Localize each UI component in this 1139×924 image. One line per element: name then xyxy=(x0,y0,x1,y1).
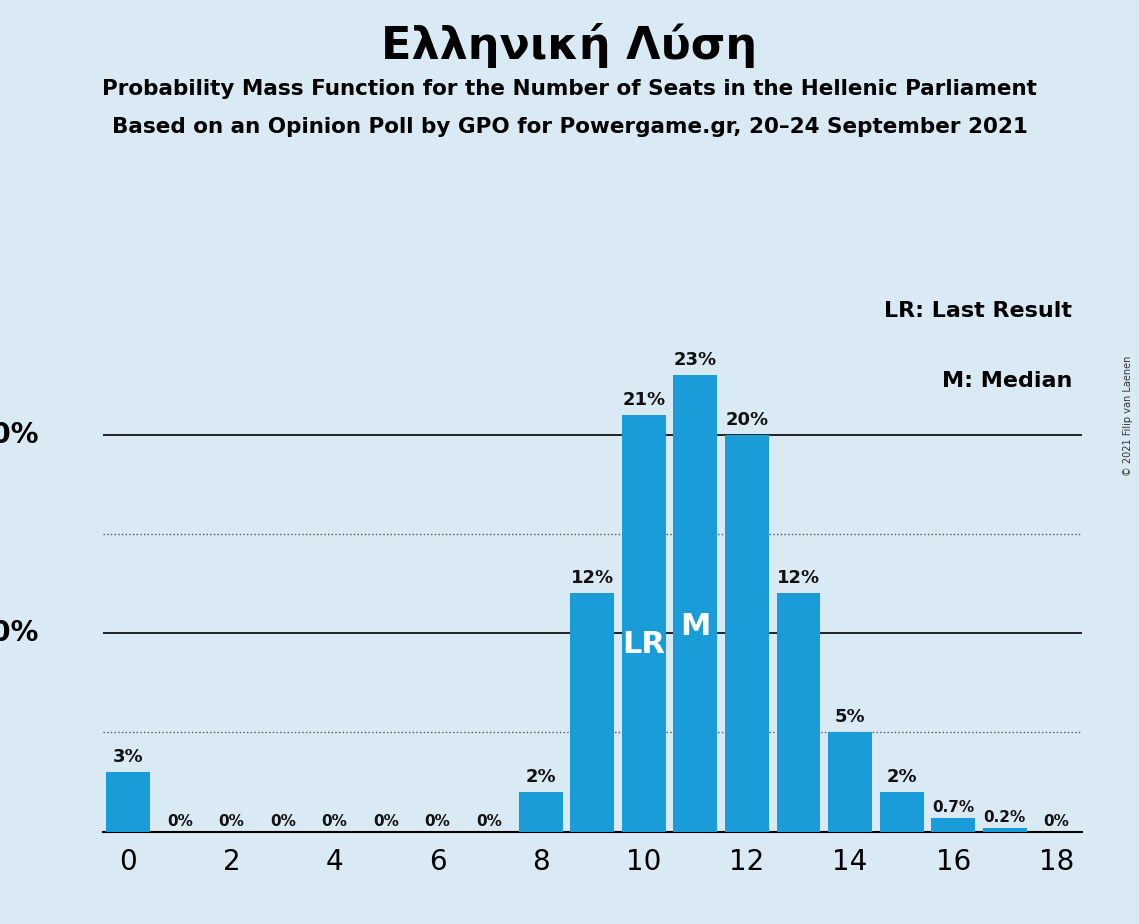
Text: 5%: 5% xyxy=(835,709,866,726)
Bar xyxy=(828,733,872,832)
Text: Probability Mass Function for the Number of Seats in the Hellenic Parliament: Probability Mass Function for the Number… xyxy=(103,79,1036,99)
Bar xyxy=(932,818,975,832)
Text: 10%: 10% xyxy=(0,619,39,647)
Text: 12%: 12% xyxy=(571,569,614,588)
Text: 2%: 2% xyxy=(886,768,917,786)
Text: 12%: 12% xyxy=(777,569,820,588)
Bar xyxy=(673,375,718,832)
Bar xyxy=(518,792,563,832)
Text: 20%: 20% xyxy=(726,410,769,429)
Text: 0.7%: 0.7% xyxy=(932,800,974,815)
Text: 21%: 21% xyxy=(622,391,665,408)
Text: 0%: 0% xyxy=(167,814,192,829)
Text: 3%: 3% xyxy=(113,748,144,766)
Bar xyxy=(777,593,820,832)
Text: 0%: 0% xyxy=(374,814,399,829)
Text: 0%: 0% xyxy=(425,814,451,829)
Text: Ελληνική Λύση: Ελληνική Λύση xyxy=(382,23,757,68)
Bar xyxy=(106,772,150,832)
Bar xyxy=(622,415,665,832)
Text: 0%: 0% xyxy=(219,814,245,829)
Text: © 2021 Filip van Laenen: © 2021 Filip van Laenen xyxy=(1123,356,1133,476)
Text: LR: LR xyxy=(622,629,665,659)
Bar xyxy=(983,828,1026,832)
Text: M: Median: M: Median xyxy=(942,371,1072,391)
Text: 23%: 23% xyxy=(674,351,716,369)
Text: 0.2%: 0.2% xyxy=(984,809,1026,824)
Text: 0%: 0% xyxy=(270,814,296,829)
Bar xyxy=(726,434,769,832)
Text: 0%: 0% xyxy=(321,814,347,829)
Bar xyxy=(571,593,614,832)
Text: 20%: 20% xyxy=(0,420,39,449)
Bar xyxy=(879,792,924,832)
Text: 0%: 0% xyxy=(1043,814,1070,829)
Text: M: M xyxy=(680,612,711,640)
Text: 2%: 2% xyxy=(525,768,556,786)
Text: 0%: 0% xyxy=(476,814,502,829)
Text: LR: Last Result: LR: Last Result xyxy=(884,301,1072,321)
Text: Based on an Opinion Poll by GPO for Powergame.gr, 20–24 September 2021: Based on an Opinion Poll by GPO for Powe… xyxy=(112,117,1027,138)
